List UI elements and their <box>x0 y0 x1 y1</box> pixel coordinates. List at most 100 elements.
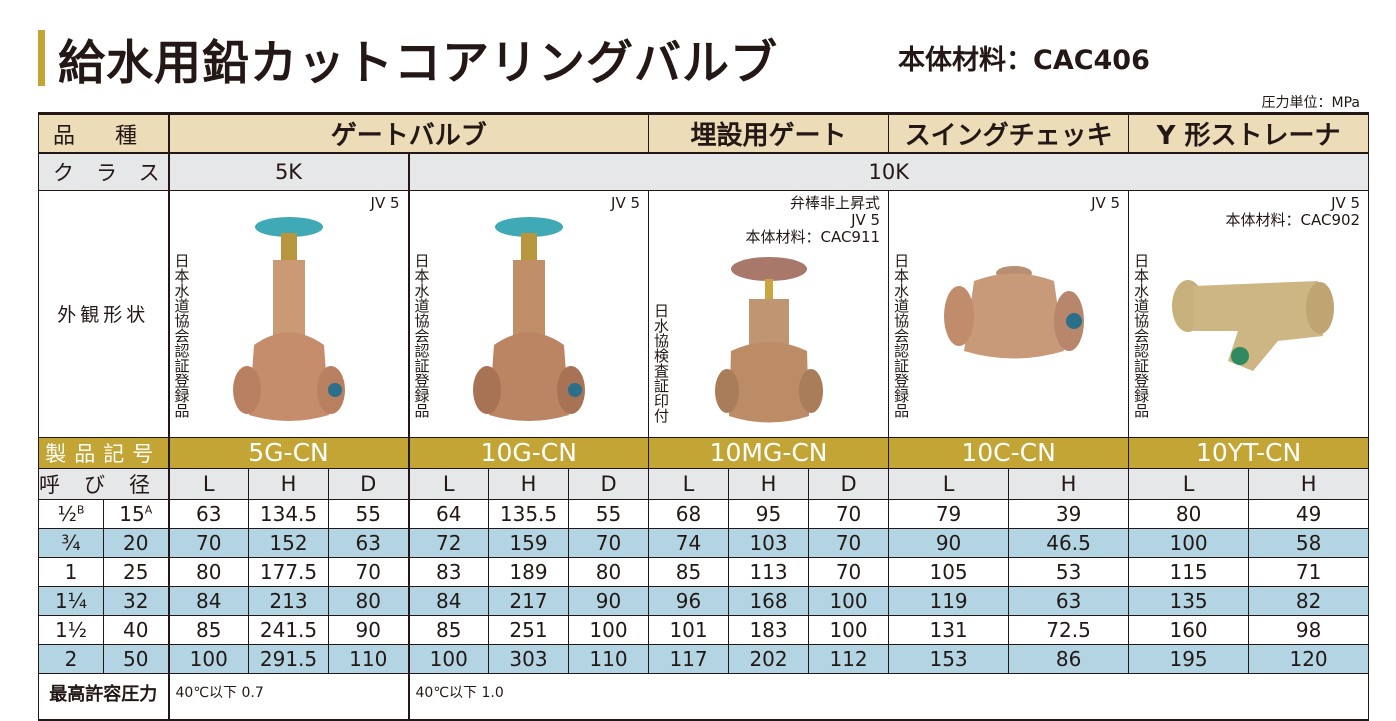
dimension-value: 189 <box>488 556 570 587</box>
dimension-value: 113 <box>728 556 810 587</box>
size-inch-value: 1¼ <box>54 588 88 613</box>
class-label: クラス <box>37 152 170 191</box>
dimension-value: 85 <box>167 614 250 645</box>
jv-mark: JV 5 本体材料：CAC902 <box>1226 193 1361 229</box>
dimension-value: 80 <box>1128 498 1250 529</box>
product-image-10mg: 弁棒非上昇式 JV 5 本体材料：CAC911 日水協検査証印付 <box>648 189 890 438</box>
dimension-value: 152 <box>248 527 330 558</box>
size-inch-value: 2 <box>64 646 78 671</box>
y-strainer-icon <box>1172 279 1335 371</box>
dimension-header: H <box>1248 467 1370 500</box>
dimension-header: D <box>328 467 410 500</box>
dimension-value: 72 <box>407 527 490 558</box>
size-mm-value: 15 <box>119 501 145 526</box>
dimension-value: 98 <box>1248 614 1370 645</box>
cert-text: 日水協検査証印付 <box>652 302 671 423</box>
dimension-value: 80 <box>568 556 650 587</box>
dimension-header: H <box>728 467 810 500</box>
dimension-value: 71 <box>1248 556 1370 587</box>
table-row: ½B 15A 63 134.5 55 64 135.5 55 68 95 70 79 39 80 49 <box>38 498 1370 529</box>
kind-y-strainer: Y 形ストレーナ <box>1128 112 1370 154</box>
dimension-value: 72.5 <box>1008 614 1130 645</box>
stem-note: 弁棒非上昇式 <box>790 193 881 212</box>
dimension-value: 63 <box>167 498 250 529</box>
dimension-value: 202 <box>728 643 810 674</box>
dimension-value: 55 <box>568 498 650 529</box>
size-mm: 15A <box>102 498 170 529</box>
dimension-value: 110 <box>568 643 650 674</box>
dimension-value: 90 <box>328 614 410 645</box>
dimension-value: 134.5 <box>248 498 330 529</box>
page-title: 給水用鉛カットコアリングバルブ <box>58 36 778 91</box>
dimension-value: 100 <box>808 614 890 645</box>
dimension-value: 291.5 <box>248 643 330 674</box>
dimension-value: 90 <box>568 585 650 616</box>
size-inch: 2 <box>38 643 104 674</box>
dimension-value: 119 <box>888 585 1010 616</box>
dimension-value: 53 <box>1008 556 1130 587</box>
dimension-header: L <box>407 467 490 500</box>
dimension-value: 95 <box>728 498 810 529</box>
spec-table: 品種 ゲートバルブ 埋設用ゲート スイングチェッキ Y 形ストレーナ クラス 5… <box>37 112 1370 721</box>
dimension-value: 70 <box>808 498 890 529</box>
size-inch: 1¼ <box>38 585 104 616</box>
size-mm-value: 50 <box>123 646 149 671</box>
pressure-row: 最高許容圧力 40℃以下 0.7 40℃以下 1.0 <box>37 672 1370 721</box>
size-mm-value: 40 <box>123 617 149 642</box>
dimension-value: 79 <box>888 498 1010 529</box>
size-inch-value: ¾ <box>61 530 81 555</box>
buried-gate-valve-icon <box>714 256 823 422</box>
dimension-value: 96 <box>648 585 730 616</box>
product-code: 10MG-CN <box>648 436 890 469</box>
dimension-value: 241.5 <box>248 614 330 645</box>
kind-label: 品種 <box>37 112 170 154</box>
gate-valve-icon <box>232 216 345 421</box>
dimension-value: 55 <box>328 498 410 529</box>
size-inch: ¾ <box>38 527 104 558</box>
dimension-value: 117 <box>648 643 730 674</box>
kind-swing-check: スイングチェッキ <box>888 112 1130 154</box>
dimension-value: 101 <box>648 614 730 645</box>
dimension-value: 115 <box>1128 556 1250 587</box>
size-mm: 40 <box>102 614 170 645</box>
dimension-value: 84 <box>407 585 490 616</box>
dimension-value: 63 <box>328 527 410 558</box>
product-code-row: 製品記号 5G-CN 10G-CN 10MG-CN 10C-CN 10YT-CN <box>37 436 1370 469</box>
dimension-value: 64 <box>407 498 490 529</box>
class-10k: 10K <box>407 152 1370 191</box>
dimension-value: 68 <box>648 498 730 529</box>
dimension-header: H <box>1008 467 1130 500</box>
dimension-value: 217 <box>488 585 570 616</box>
class-5k: 5K <box>167 152 410 191</box>
product-image-10yt: JV 5 本体材料：CAC902 日本水道協会認証登録品 <box>1128 189 1370 438</box>
dimension-value: 213 <box>248 585 330 616</box>
pressure-10k: 40℃以下 1.0 <box>407 672 1370 721</box>
dimension-value: 90 <box>888 527 1010 558</box>
size-mm: 25 <box>102 556 170 587</box>
jv-mark: JV 5 <box>611 193 641 212</box>
product-image-5g: JV 5 日本水道協会認証登録品 <box>167 189 410 438</box>
dimension-value: 177.5 <box>248 556 330 587</box>
dimension-value: 160 <box>1128 614 1250 645</box>
table-row: ¾ 20 70 152 63 72 159 70 74 103 70 90 46.5 100 58 <box>38 527 1370 558</box>
appearance-label: 外観形状 <box>37 189 170 438</box>
unit-b: B <box>76 502 85 516</box>
jv-text: JV 5 <box>1331 193 1361 212</box>
dimension-value: 135.5 <box>488 498 570 529</box>
size-label: 呼び径 <box>37 467 170 500</box>
size-inch: 1 <box>38 556 104 587</box>
dimension-value: 74 <box>648 527 730 558</box>
dimension-value: 85 <box>648 556 730 587</box>
dimension-header: L <box>888 467 1010 500</box>
product-code: 10YT-CN <box>1128 436 1370 469</box>
size-mm-value: 25 <box>123 559 149 584</box>
dimension-value: 70 <box>808 556 890 587</box>
table-row: 1 25 80 177.5 70 83 189 80 85 113 70 105 53 115 71 <box>38 556 1370 587</box>
product-code: 10C-CN <box>888 436 1130 469</box>
size-inch-value: 1½ <box>54 617 88 642</box>
dimension-header: H <box>248 467 330 500</box>
dimension-value: 110 <box>328 643 410 674</box>
cert-text: 日本水道協会認証登録品 <box>412 252 431 418</box>
dimension-value: 70 <box>808 527 890 558</box>
